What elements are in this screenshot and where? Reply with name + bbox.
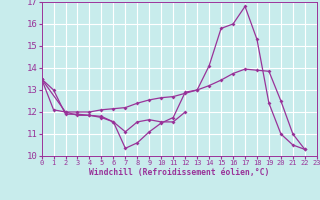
- X-axis label: Windchill (Refroidissement éolien,°C): Windchill (Refroidissement éolien,°C): [89, 168, 269, 177]
